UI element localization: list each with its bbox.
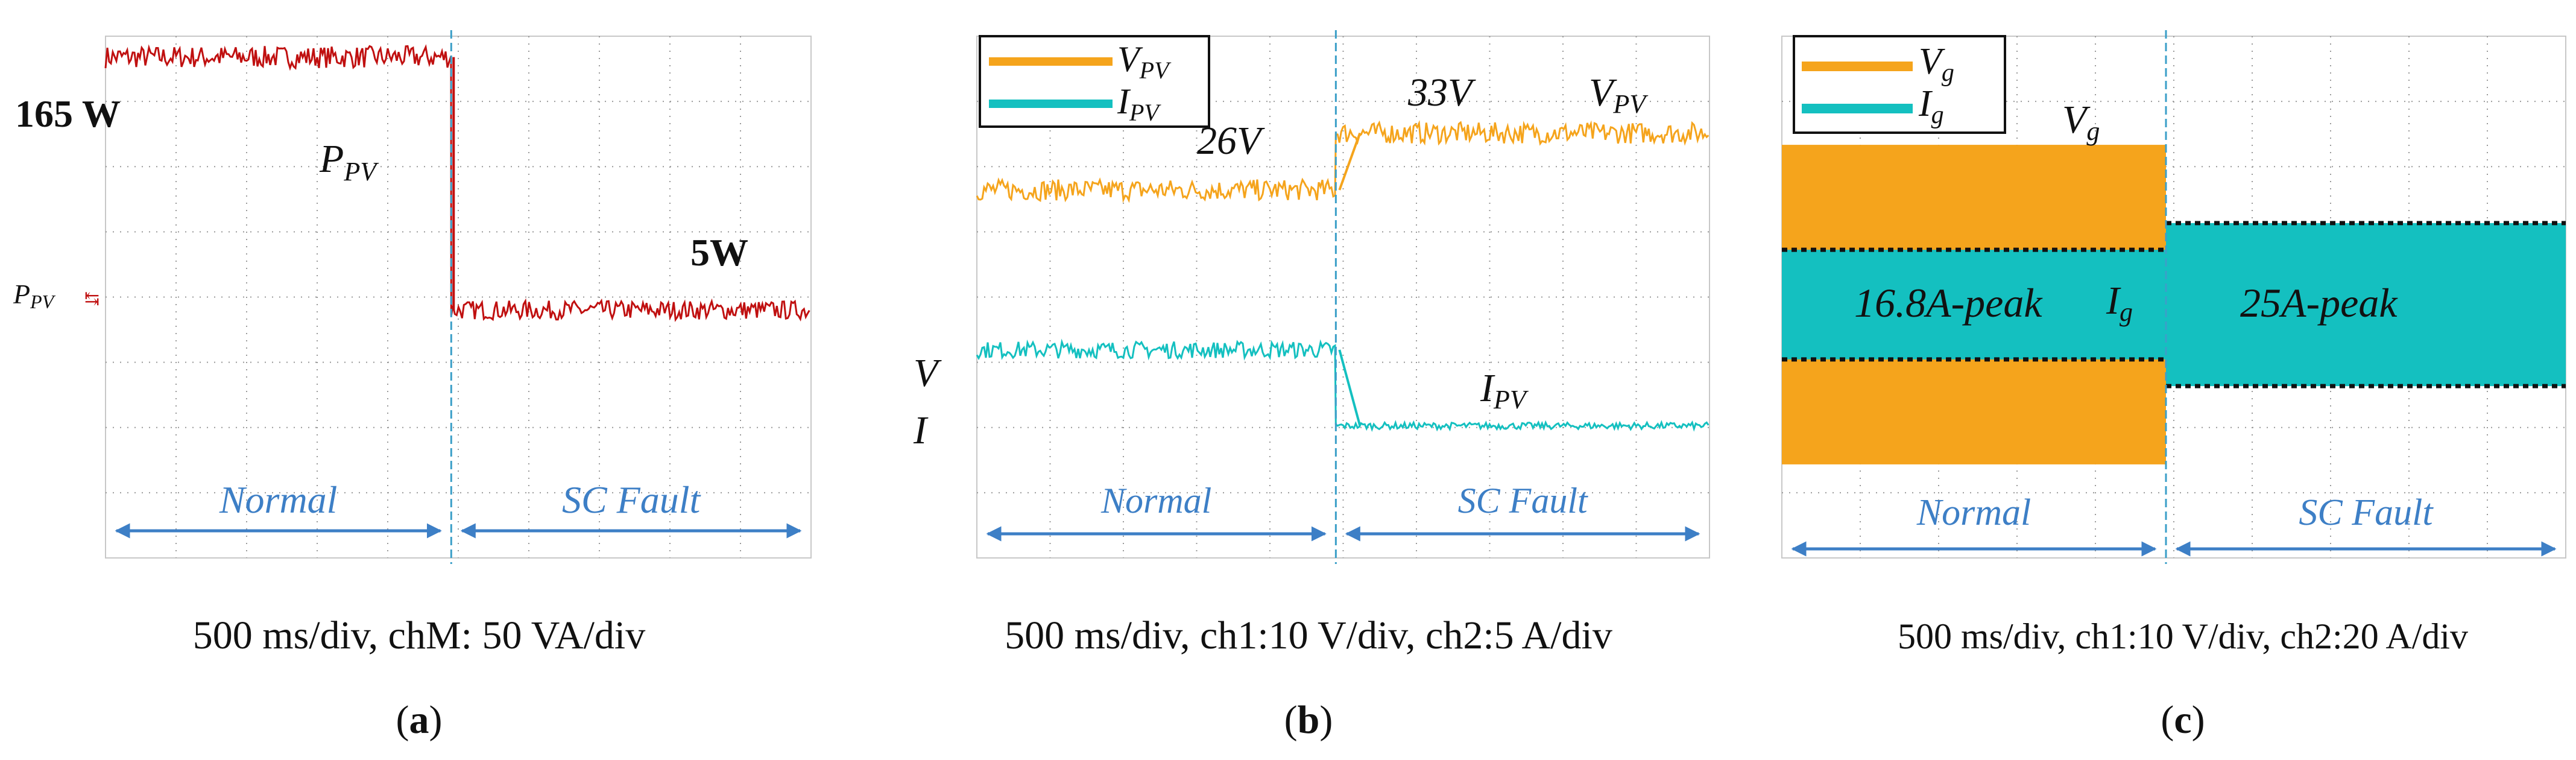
level-high-label: 165 W bbox=[15, 92, 121, 135]
traces bbox=[976, 119, 1709, 432]
region-label-normal: Normal bbox=[1100, 481, 1211, 521]
caption: 500 ms/div, chM: 50 VA/div bbox=[193, 613, 646, 657]
peak-before-label: 16.8A-peak bbox=[1854, 280, 2043, 326]
traces bbox=[1782, 145, 2566, 464]
trace-vpv-step bbox=[1338, 132, 1362, 191]
channel-label-ppv: PPV bbox=[13, 279, 56, 312]
legend-label-ig: Ig bbox=[1918, 83, 1944, 129]
panel-c: Vg Ig Vg Ig 16.8A-peak 25A-peak Normal S… bbox=[1781, 30, 2566, 742]
region-label-sc-fault: SC Fault bbox=[2299, 492, 2434, 533]
channel-label-i: I bbox=[913, 408, 929, 452]
trace-label-ppv: PPV bbox=[319, 137, 379, 186]
legend: VPV IPV bbox=[979, 35, 1210, 128]
region-label-normal: Normal bbox=[219, 478, 338, 521]
v-after-label: 33V bbox=[1407, 71, 1476, 115]
legend-label-vpv: VPV bbox=[1117, 39, 1172, 84]
trace-ig-band-fault bbox=[2166, 223, 2566, 387]
peak-after-label: 25A-peak bbox=[2240, 280, 2398, 326]
channel-label-v: V bbox=[914, 351, 942, 395]
trace-label-vg: Vg bbox=[2062, 98, 2100, 146]
oscilloscope-grid bbox=[105, 36, 812, 559]
caption: 500 ms/div, ch1:10 V/div, ch2:5 A/div bbox=[1005, 613, 1612, 657]
caption: 500 ms/div, ch1:10 V/div, ch2:20 A/div bbox=[1898, 616, 2468, 656]
v-before-label: 26V bbox=[1197, 119, 1265, 163]
trace-label-ipv: IPV bbox=[1480, 366, 1529, 414]
region-label-sc-fault: SC Fault bbox=[562, 478, 702, 521]
legend-label-vg: Vg bbox=[1919, 41, 1954, 87]
legend: Vg Ig bbox=[1793, 35, 2006, 134]
trace-ppv bbox=[104, 44, 810, 322]
legend-label-ipv: IPV bbox=[1117, 81, 1161, 126]
trace-ig-band-normal bbox=[1782, 250, 2166, 359]
region-label-sc-fault: SC Fault bbox=[1458, 481, 1588, 521]
trace-label-vpv: VPV bbox=[1589, 71, 1649, 119]
peak-envelope-lines bbox=[1782, 221, 2566, 388]
trace-label-ig: Ig bbox=[2106, 279, 2133, 327]
trace-vpv bbox=[976, 119, 1709, 203]
trace-ipv bbox=[976, 338, 1709, 432]
panel-a: 165 W 5W PPV PPV ↹ Normal SC Fault 500 m… bbox=[13, 30, 812, 742]
channel-marker-icon: ↹ bbox=[84, 289, 99, 309]
traces bbox=[104, 44, 810, 322]
panel-label: (c) bbox=[2161, 698, 2205, 742]
panel-label: (b) bbox=[1284, 698, 1333, 742]
region-label-normal: Normal bbox=[1916, 492, 2031, 533]
level-low-label: 5W bbox=[690, 231, 748, 274]
panel-b: VPV IPV 26V 33V VPV IPV V I Normal SC Fa… bbox=[913, 30, 1710, 742]
trace-ipv-step bbox=[1338, 349, 1362, 426]
panel-label: (a) bbox=[396, 698, 443, 742]
